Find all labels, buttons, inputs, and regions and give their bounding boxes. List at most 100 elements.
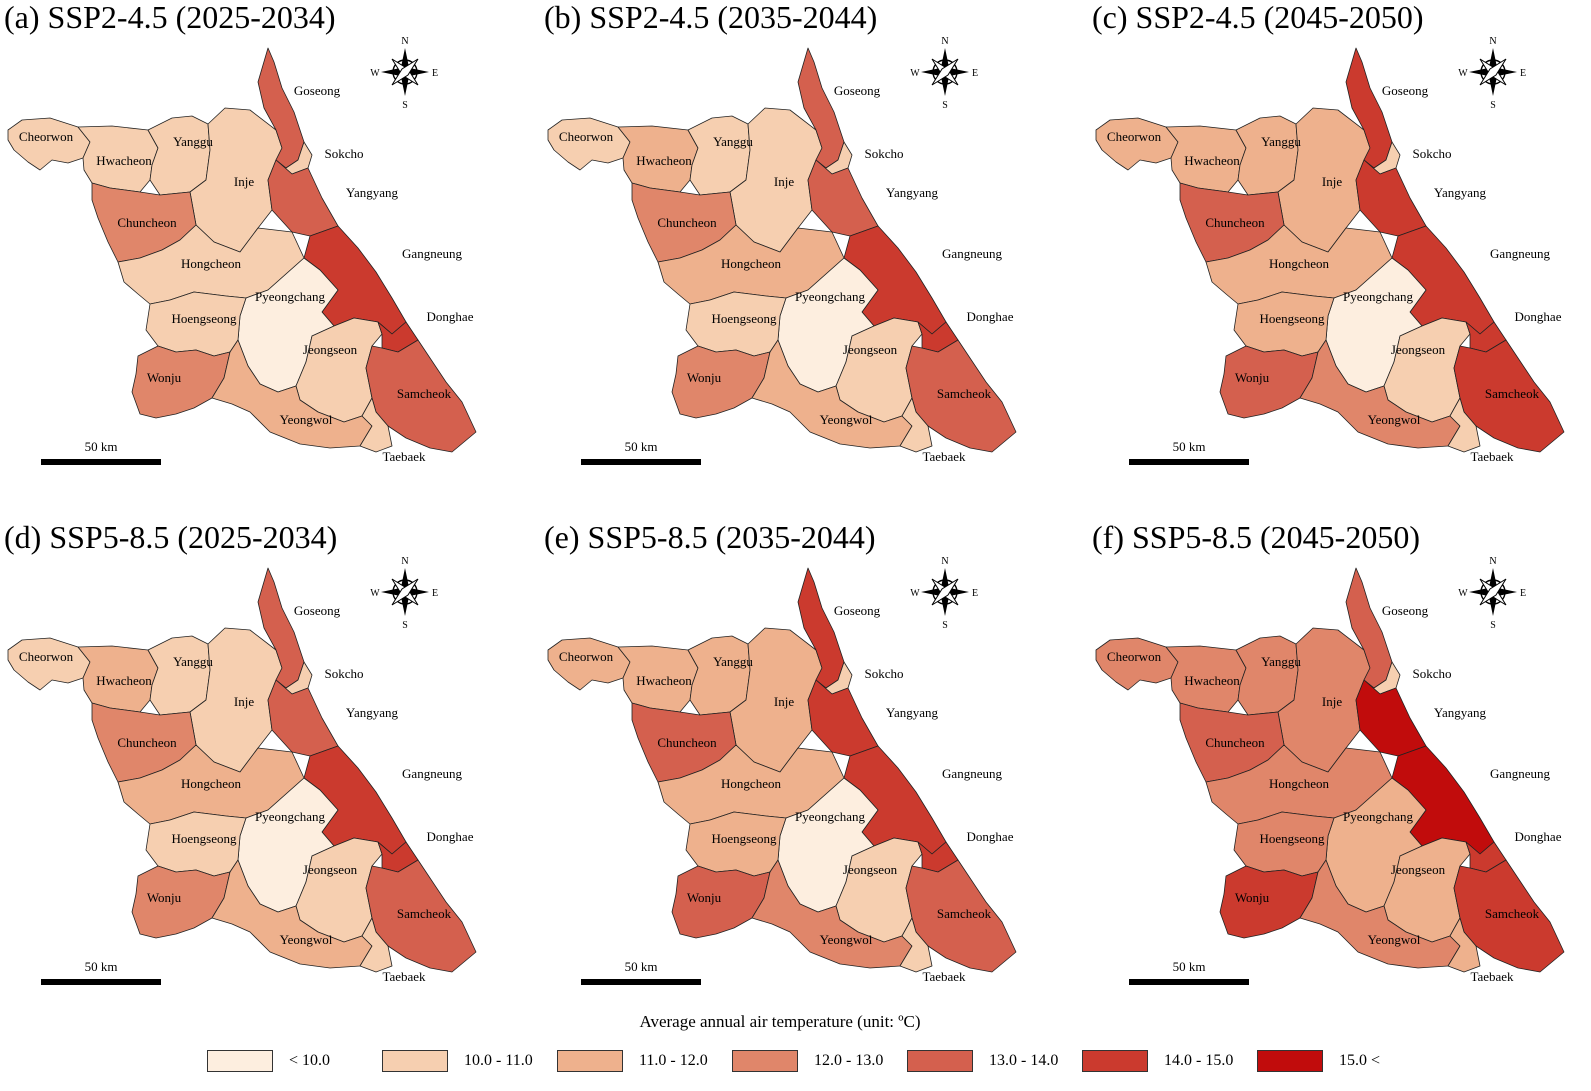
county-label: Gangneung [1490, 246, 1550, 261]
county-label: Pyeongchang [795, 289, 866, 304]
county-label: Jeongseon [1391, 862, 1446, 877]
county-label: Samcheok [937, 906, 992, 921]
county-yanggu [147, 635, 211, 716]
compass-letter-e: E [432, 588, 438, 599]
county-label: Sokcho [325, 146, 364, 161]
county-label: Wonju [1235, 370, 1270, 385]
county-label: Gangneung [402, 246, 462, 261]
county-label: Yangyang [1434, 185, 1487, 200]
county-label: Hoengseong [1260, 311, 1325, 326]
county-yanggu [1235, 635, 1299, 716]
scale-bar [41, 979, 161, 985]
county-label: Samcheok [397, 906, 452, 921]
county-label: Pyeongchang [255, 809, 326, 824]
county-label: Hongcheon [721, 776, 781, 791]
scale-bar-label: 50 km [1173, 439, 1206, 454]
compass-rose-icon: N S W E [370, 36, 438, 111]
panel-title: (d) SSP5-8.5 (2025-2034) [4, 519, 337, 555]
county-label: Pyeongchang [1343, 289, 1414, 304]
county-label: Yeongwol [280, 412, 333, 427]
county-label: Jeongseon [303, 862, 358, 877]
compass-letter-s: S [402, 100, 408, 111]
county-label: Wonju [147, 890, 182, 905]
county-label: Goseong [834, 83, 881, 98]
legend-label: < 10.0 [289, 1052, 331, 1069]
county-label: Hongcheon [1269, 776, 1329, 791]
county-label: Jeongseon [843, 862, 898, 877]
map-panel: (d) SSP5-8.5 (2025-2034) Cheorwon Hwacheon… [4, 519, 477, 985]
legend-swatch [1257, 1050, 1323, 1072]
county-label: Hoengseong [712, 831, 777, 846]
county-yangyang [267, 679, 339, 757]
county-taebaek [899, 397, 933, 453]
legend-label: 12.0 - 13.0 [814, 1052, 884, 1069]
scale-bar-label: 50 km [625, 959, 658, 974]
compass-letter-s: S [942, 620, 948, 631]
county-taebaek [1447, 917, 1481, 973]
legend-label: 13.0 - 14.0 [989, 1052, 1059, 1069]
county-taebaek [899, 917, 933, 973]
compass-letter-w: W [910, 588, 920, 599]
county-label: Hwacheon [96, 153, 152, 168]
county-label: Gangneung [1490, 766, 1550, 781]
county-label: Yanggu [713, 134, 753, 149]
county-label: Hoengseong [1260, 831, 1325, 846]
county-label: Hoengseong [172, 831, 237, 846]
county-label: Yangyang [346, 705, 399, 720]
county-label: Pyeongchang [1343, 809, 1414, 824]
county-label: Pyeongchang [795, 809, 866, 824]
compass-letter-w: W [370, 588, 380, 599]
county-cheorwon [1095, 117, 1179, 171]
legend-label: 10.0 - 11.0 [464, 1052, 533, 1069]
county-label: Hoengseong [172, 311, 237, 326]
county-yangyang [807, 679, 879, 757]
legend: Average annual air temperature (unit: ºC… [0, 1012, 1591, 1091]
county-label: Gangneung [942, 766, 1002, 781]
county-label: Yangyang [886, 705, 939, 720]
county-label: Donghae [1515, 829, 1562, 844]
compass-letter-w: W [1458, 588, 1468, 599]
compass-letter-w: W [1458, 68, 1468, 79]
compass-rose-icon: N S W E [370, 556, 438, 631]
county-label: Wonju [1235, 890, 1270, 905]
county-taebaek [359, 917, 393, 973]
map-figure: (a) SSP2-4.5 (2025-2034) Cheorwon Hwacheon… [4, 0, 1565, 985]
compass-letter-s: S [1490, 100, 1496, 111]
county-inje [1277, 107, 1371, 253]
county-label: Chuncheon [657, 215, 717, 230]
county-label: Hongcheon [1269, 256, 1329, 271]
county-label: Gangneung [942, 246, 1002, 261]
county-cheorwon [547, 637, 631, 691]
county-yanggu [1235, 115, 1299, 196]
county-cheorwon [7, 637, 91, 691]
legend-label: 15.0 < [1339, 1052, 1381, 1069]
county-label: Chuncheon [1205, 215, 1265, 230]
county-label: Cheorwon [559, 649, 614, 664]
legend-label: 11.0 - 12.0 [639, 1052, 708, 1069]
compass-letter-e: E [432, 68, 438, 79]
county-cheorwon [1095, 637, 1179, 691]
legend-swatch [732, 1050, 798, 1072]
compass-rose-icon: N S W E [1458, 556, 1526, 631]
county-label: Yeongwol [820, 932, 873, 947]
county-label: Hoengseong [712, 311, 777, 326]
county-label: Sokcho [1413, 146, 1452, 161]
legend-swatch [907, 1050, 973, 1072]
county-label: Sokcho [325, 666, 364, 681]
panel-title: (e) SSP5-8.5 (2035-2044) [544, 519, 876, 555]
legend-swatch [207, 1050, 273, 1072]
county-yangyang [807, 159, 879, 237]
compass-letter-n: N [941, 556, 948, 567]
county-label: Goseong [1382, 603, 1429, 618]
county-label: Yangyang [886, 185, 939, 200]
county-inje [729, 107, 823, 253]
map-panel: (c) SSP2-4.5 (2045-2050) Cheorwon Hwacheon… [1092, 0, 1565, 465]
county-label: Inje [234, 694, 254, 709]
county-inje [1277, 627, 1371, 773]
county-label: Chuncheon [117, 215, 177, 230]
county-label: Taebaek [1470, 969, 1514, 984]
county-label: Wonju [147, 370, 182, 385]
county-label: Goseong [294, 603, 341, 618]
compass-letter-w: W [910, 68, 920, 79]
legend-label: 14.0 - 15.0 [1164, 1052, 1234, 1069]
